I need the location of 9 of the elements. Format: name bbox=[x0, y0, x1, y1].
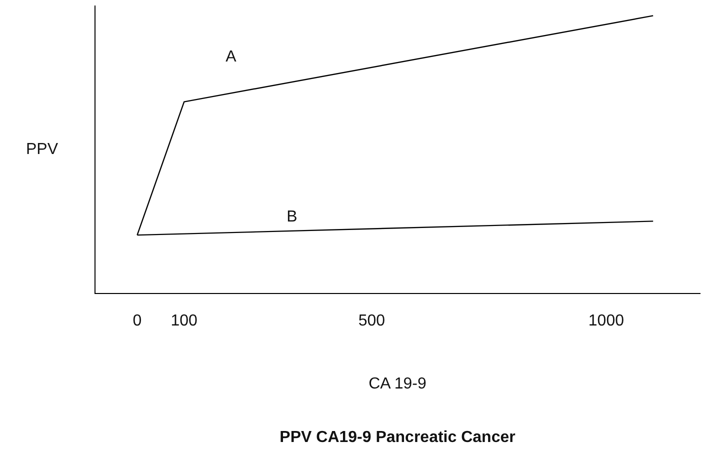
x-tick-label: 500 bbox=[358, 312, 386, 330]
annotation: B bbox=[286, 208, 298, 226]
x-tick-label: 1000 bbox=[588, 312, 624, 330]
x-axis-title: CA 19-9 bbox=[368, 376, 427, 393]
y-axis-title: PPV bbox=[26, 141, 58, 158]
x-tick-label: 0 bbox=[132, 312, 142, 330]
annotation: A bbox=[226, 48, 237, 66]
x-tick-label: 100 bbox=[170, 312, 198, 330]
text: PPV CA19-9 Pancreatic Cancer bbox=[280, 428, 516, 446]
